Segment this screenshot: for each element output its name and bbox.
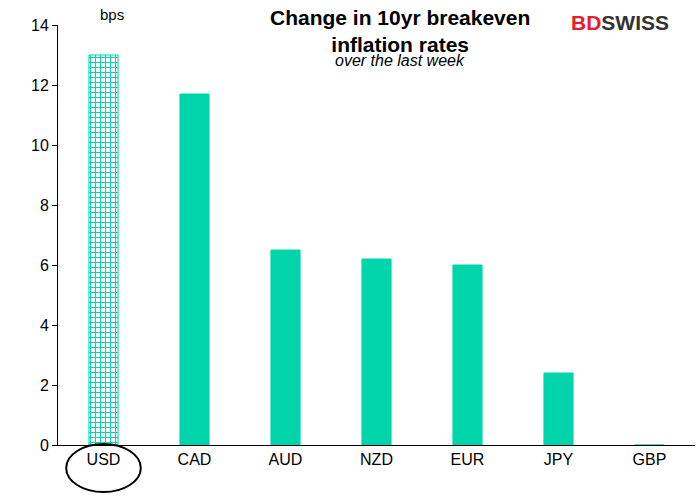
svg-text:over the last week: over the last week: [335, 52, 465, 69]
svg-text:GBP: GBP: [633, 451, 667, 468]
svg-text:12: 12: [31, 77, 49, 94]
svg-text:0: 0: [40, 437, 49, 454]
svg-text:JPY: JPY: [544, 451, 574, 468]
svg-text:14: 14: [31, 17, 49, 34]
svg-text:Change in 10yr breakeveninflat: Change in 10yr breakeveninflation rates: [270, 6, 530, 56]
svg-text:CAD: CAD: [178, 451, 212, 468]
svg-text:4: 4: [40, 317, 49, 334]
svg-text:bps: bps: [100, 6, 124, 23]
svg-text:6: 6: [40, 257, 49, 274]
svg-text:2: 2: [40, 377, 49, 394]
svg-text:8: 8: [40, 197, 49, 214]
svg-text:AUD: AUD: [269, 451, 303, 468]
svg-text:EUR: EUR: [451, 451, 485, 468]
svg-text:10: 10: [31, 137, 49, 154]
svg-text:BDSWISS: BDSWISS: [571, 11, 669, 34]
svg-text:USD: USD: [87, 451, 121, 468]
svg-text:NZD: NZD: [360, 451, 393, 468]
